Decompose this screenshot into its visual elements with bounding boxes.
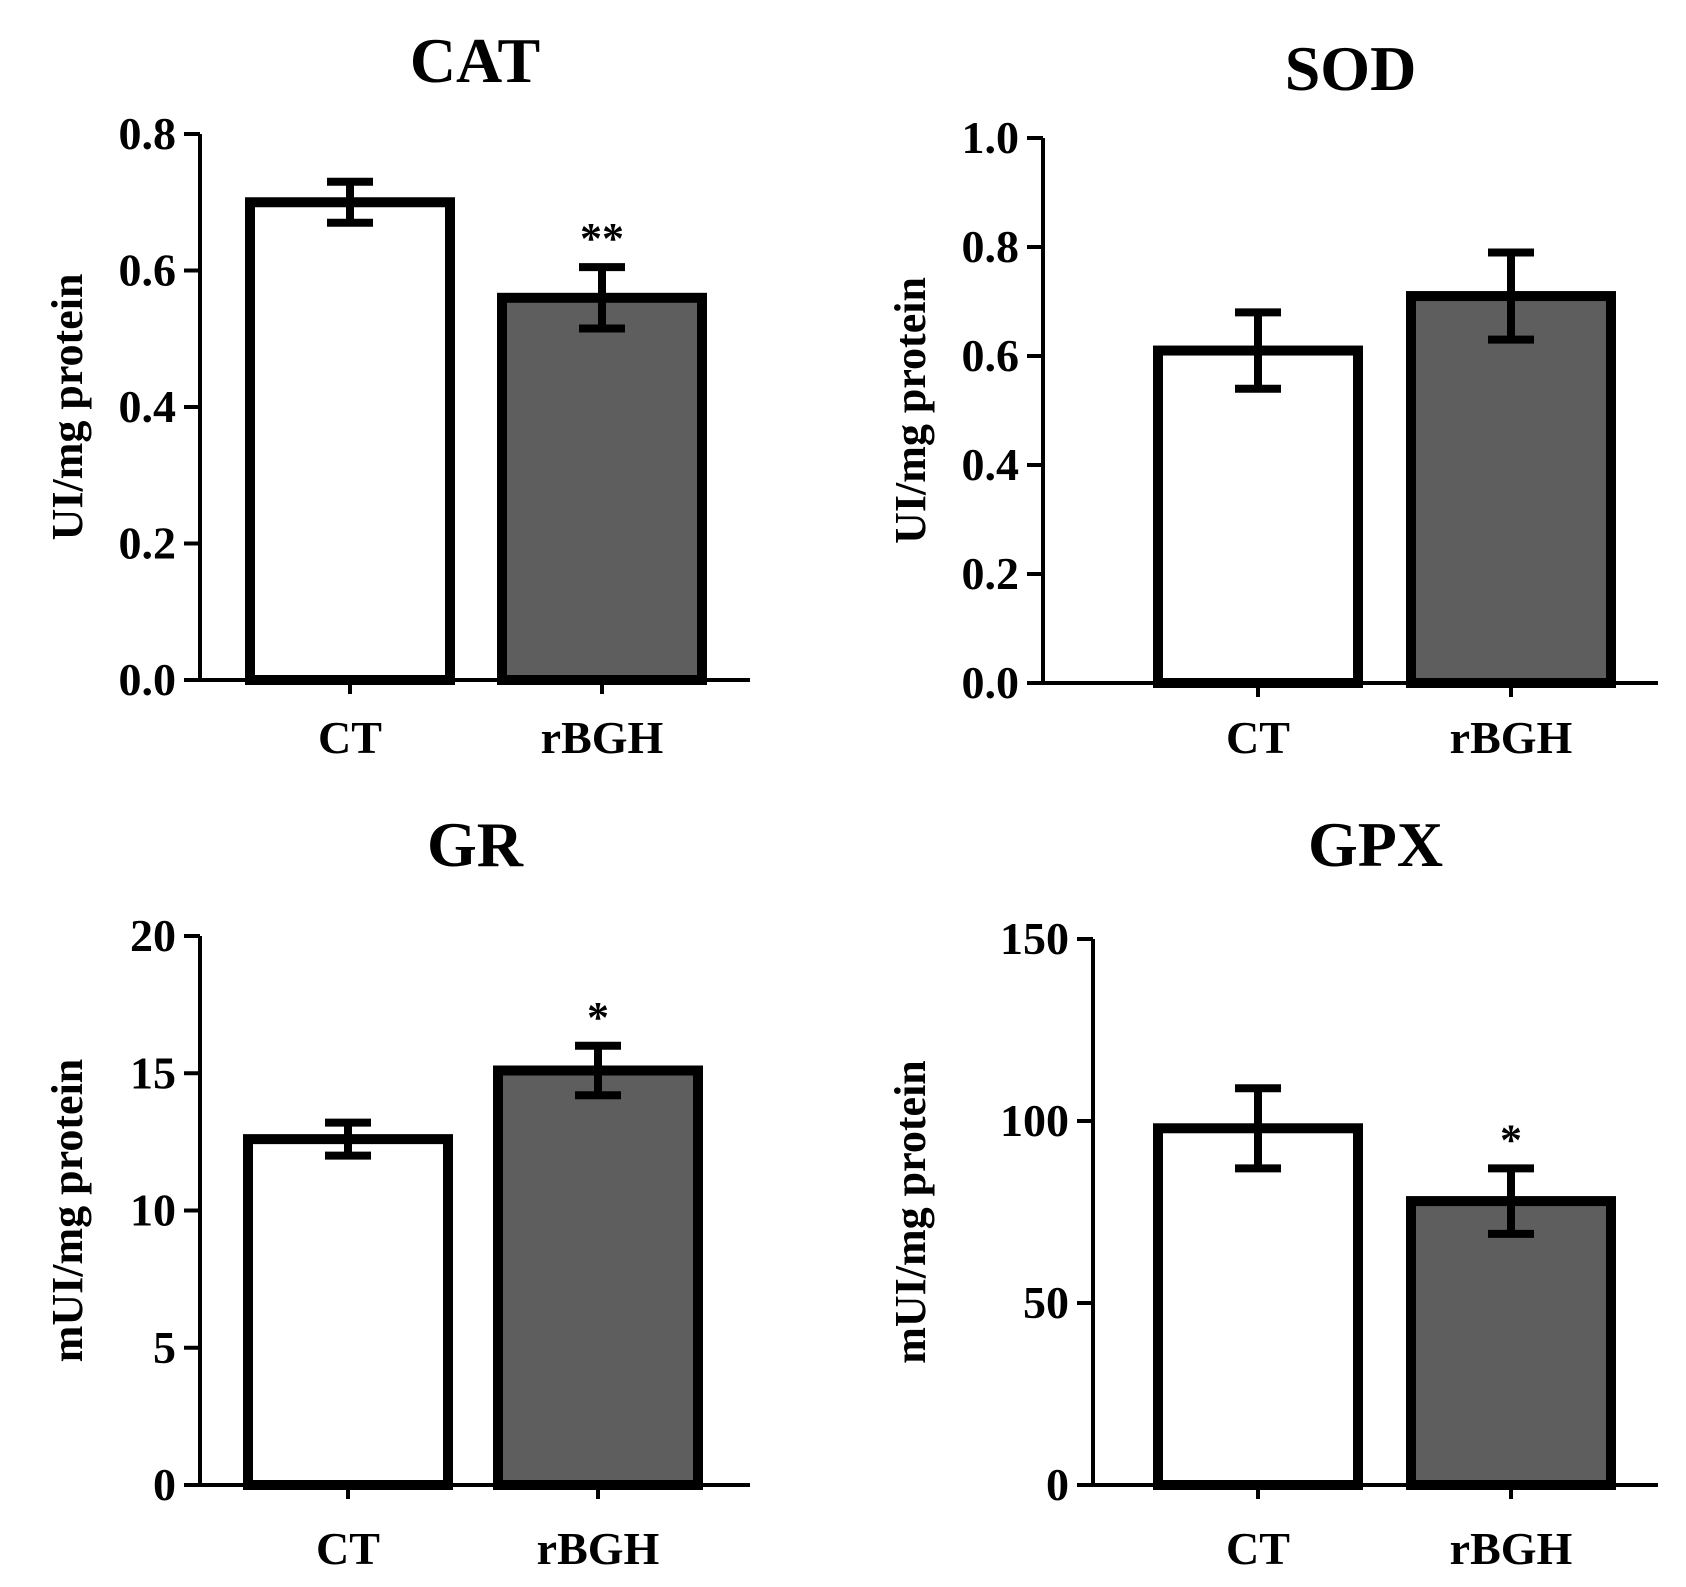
gr-panel: GR mUI/mg protein CT * rBGH 0 5 10 15 20: [0, 794, 843, 1587]
cat-bar-ct: [245, 197, 455, 685]
sod-y-tick-label: 1.0: [962, 112, 1020, 163]
cat-y-tick-label: 0.2: [119, 518, 177, 569]
cat-error-bar-rbgh: [579, 263, 625, 333]
sod-y-tick-label: 0.2: [962, 548, 1020, 599]
gpx-y-tick-label: 100: [1000, 1095, 1069, 1146]
gr-error-bar-rbgh: [575, 1041, 621, 1100]
cat-y-tick-label: 0.4: [119, 381, 177, 432]
gpx-chart-title: GPX: [1308, 809, 1443, 880]
sod-x-label-ct: CT: [1226, 712, 1290, 763]
gr-bar-ct: [243, 1134, 453, 1490]
sod-y-tick-label: 0.8: [962, 221, 1020, 272]
gpx-y-tick-label: 150: [1000, 913, 1069, 964]
gpx-significance-rbgh: *: [1500, 1115, 1522, 1164]
cat-y-tick-label: 0.6: [119, 245, 177, 296]
gr-x-label-rbgh: rBGH: [537, 1523, 660, 1574]
gpx-chart-svg: GPX mUI/mg protein CT * rBGH 0 50 100 150: [886, 809, 1658, 1574]
gpx-y-axis-label: mUI/mg protein: [886, 1060, 935, 1364]
gr-chart-svg: GR mUI/mg protein CT * rBGH 0 5 10 15 20: [43, 809, 750, 1574]
gpx-x-label-ct: CT: [1226, 1523, 1290, 1574]
sod-y-tick-label: 0.0: [962, 657, 1020, 708]
sod-bar-rbgh: [1406, 291, 1616, 688]
gr-y-tick-label: 10: [130, 1185, 176, 1236]
sod-y-tick-label: 0.4: [962, 439, 1020, 490]
gpx-error-bar-rbgh: [1488, 1164, 1534, 1238]
gpx-y-tick-label: 50: [1023, 1277, 1069, 1328]
cat-significance-rbgh: **: [580, 214, 624, 263]
cat-chart-svg: CAT UI/mg protein CT ** rBGH 0.0 0.2 0.4 0.6 0.8: [43, 25, 750, 763]
cat-y-tick-label: 0.0: [119, 654, 177, 705]
gr-y-tick-label: 20: [130, 910, 176, 961]
gpx-panel: GPX mUI/mg protein CT * rBGH 0 50 100 150: [843, 794, 1686, 1587]
gr-bar-rbgh: [493, 1065, 703, 1490]
gpx-bar-ct: [1153, 1123, 1363, 1490]
sod-error-bar-ct: [1235, 308, 1281, 393]
sod-bar-ct: [1153, 345, 1363, 688]
cat-chart-title: CAT: [410, 25, 540, 96]
gr-y-axis-label: mUI/mg protein: [43, 1059, 92, 1363]
cat-y-tick-label: 0.8: [119, 108, 177, 159]
cat-bar-rbgh: [497, 292, 707, 685]
gpx-error-bar-ct: [1235, 1084, 1281, 1173]
cat-panel: CAT UI/mg protein CT ** rBGH 0.0 0.2 0.4 0.6 0.8: [0, 0, 843, 794]
cat-x-label-rbgh: rBGH: [541, 712, 664, 763]
gr-chart-title: GR: [427, 809, 524, 880]
gr-y-tick-label: 0: [153, 1459, 176, 1510]
cat-error-bar-ct: [327, 177, 373, 227]
gr-error-bar-ct: [325, 1118, 371, 1160]
gpx-x-label-rbgh: rBGH: [1450, 1523, 1573, 1574]
gr-x-label-ct: CT: [316, 1523, 380, 1574]
sod-error-bar-rbgh: [1488, 248, 1534, 344]
sod-x-label-rbgh: rBGH: [1450, 712, 1573, 763]
cat-x-label-ct: CT: [318, 712, 382, 763]
sod-y-tick-label: 0.6: [962, 330, 1020, 381]
sod-y-axis-label: UI/mg protein: [886, 277, 935, 544]
gr-significance-rbgh: *: [587, 993, 609, 1042]
gr-y-tick-label: 15: [130, 1047, 176, 1098]
sod-panel: SOD UI/mg protein CT rBGH 0.0 0.2 0.4 0.6 0.8 1.0: [843, 0, 1686, 794]
gpx-y-tick-label: 0: [1046, 1459, 1069, 1510]
gr-y-tick-label: 5: [153, 1322, 176, 1373]
cat-y-axis-label: UI/mg protein: [43, 274, 92, 541]
sod-chart-title: SOD: [1285, 33, 1417, 104]
gpx-bar-rbgh: [1406, 1196, 1616, 1490]
sod-chart-svg: SOD UI/mg protein CT rBGH 0.0 0.2 0.4 0.6 0.8 1.0: [886, 33, 1658, 763]
